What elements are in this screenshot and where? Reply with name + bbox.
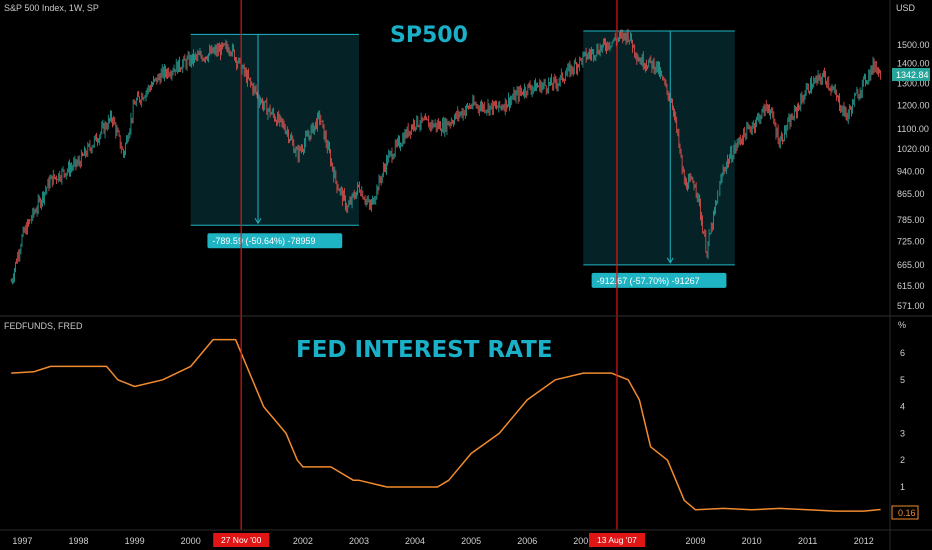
- drawdown-box: [190, 34, 359, 226]
- price-tick-label: 1020.00: [897, 144, 930, 154]
- price-tick-label: 785.00: [897, 215, 925, 225]
- price-tick-label: 1200.00: [897, 100, 930, 110]
- current-price-value: 1342.84: [896, 70, 929, 80]
- price-tick-label: 725.00: [897, 236, 925, 246]
- drawdown-box: [583, 30, 735, 265]
- sp500-symbol-label: S&P 500 Index, 1W, SP: [4, 3, 99, 13]
- drawdown-label: -789.59 (-50.64%) -78959: [212, 236, 315, 246]
- price-tick-label: 1300.00: [897, 79, 930, 89]
- chart-overlays: -789.59 (-50.64%) -78959 -912.67 (-57.70%…: [190, 0, 735, 530]
- price-tick-label: 615.00: [897, 281, 925, 291]
- time-axis: 1997 1998 1999 2000 2002 2003 2004 2005 2006 2007…: [12, 533, 874, 547]
- drawdown-arrow-head: [666, 257, 674, 264]
- time-tick-label: 2012: [854, 536, 874, 546]
- price-tick-label: 665.00: [897, 260, 925, 270]
- time-tick-label: 2000: [181, 536, 201, 546]
- time-tick-label: 2004: [405, 536, 425, 546]
- currency-label: USD: [896, 3, 916, 13]
- percent-unit-label: %: [898, 320, 906, 330]
- price-tick-label: 571.00: [897, 301, 925, 311]
- fedfunds-line: [11, 338, 881, 512]
- time-tick-label: 2003: [349, 536, 369, 546]
- price-tick-label: 940.00: [897, 166, 925, 176]
- rate-tick-label: 5: [900, 375, 905, 385]
- time-tick-label: 2005: [461, 536, 481, 546]
- rate-tick-label: 1: [900, 482, 905, 492]
- time-tick-label: 2007: [573, 536, 593, 546]
- time-tick-label: 2002: [293, 536, 313, 546]
- price-tick-label: 1100.00: [897, 124, 929, 134]
- current-price-badge: 1342.84: [892, 68, 930, 81]
- event-marker-badge: [588, 533, 645, 547]
- sp500-price-series: [10, 29, 881, 285]
- event-marker-badge: [213, 533, 270, 547]
- sp500-title: SP500: [390, 23, 468, 48]
- price-tick-label: 1500.00: [897, 40, 930, 50]
- time-tick-label: 2006: [517, 536, 537, 546]
- event-marker-date: 27 Nov '00: [221, 535, 262, 545]
- event-marker-date: 13 Aug '07: [597, 535, 637, 545]
- current-rate-value: 0.16: [898, 508, 916, 518]
- rate-tick-label: 3: [900, 428, 905, 438]
- time-tick-label: 1999: [125, 536, 145, 546]
- drawdown-label: -912.67 (-57.70%) -91267: [597, 276, 700, 286]
- price-tick-label: 865.00: [897, 189, 925, 199]
- time-tick-label: 1997: [12, 536, 32, 546]
- rate-tick-label: 6: [900, 348, 905, 358]
- rate-tick-label: 4: [900, 402, 905, 412]
- time-tick-label: 2009: [685, 536, 705, 546]
- fed-rate-title: FED INTEREST RATE: [296, 337, 553, 363]
- drawdown-arrow-head: [254, 217, 262, 225]
- fedfunds-symbol-label: FEDFUNDS, FRED: [4, 321, 83, 331]
- price-tick-label: 1400.00: [897, 59, 930, 69]
- fed-rate-series: [11, 338, 881, 512]
- rate-axis: 6 5 4 3 2 1: [900, 348, 905, 492]
- time-tick-label: 1998: [69, 536, 89, 546]
- time-tick-label: 2010: [742, 536, 762, 546]
- time-tick-label: 2011: [798, 536, 817, 546]
- rate-tick-label: 2: [900, 455, 905, 465]
- price-axis: 1500.00 1400.00 1300.00 1200.00 1100.00 1020.…: [897, 40, 930, 311]
- drawdown-label-bg: [591, 272, 727, 288]
- current-rate-badge: 0.16: [891, 505, 919, 520]
